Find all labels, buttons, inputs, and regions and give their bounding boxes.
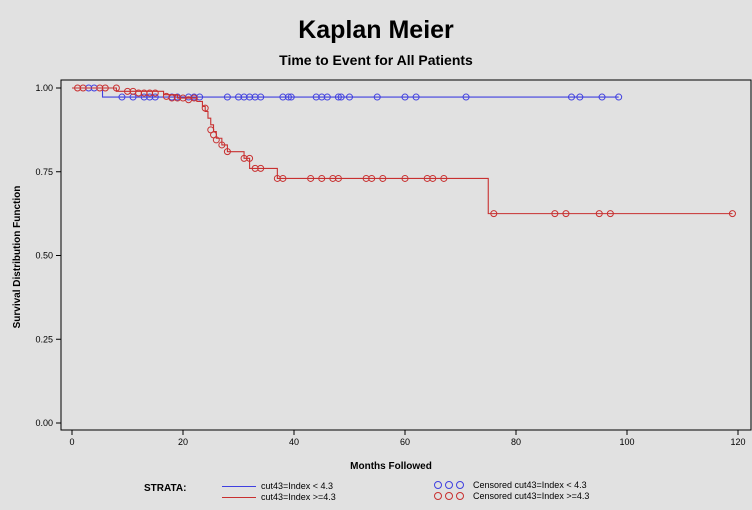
censor-mark-series-2 [606,210,614,218]
censor-mark-series-1 [568,93,575,101]
km-curve-series-2 [72,87,733,215]
censor-mark-series-2 [246,154,254,162]
censor-mark-series-2 [318,174,326,182]
chart-subtitle: Time to Event for All Patients [279,52,473,68]
censor-mark-series-2 [429,174,437,182]
legend-censor-label-2: Censored cut43=Index >=4.3 [473,491,590,501]
censor-mark-series-2 [190,94,198,102]
censor-mark-series-1 [284,93,292,101]
censor-mark-series-2 [151,89,159,97]
censor-mark-series-1 [151,93,159,101]
x-axis-label: Months Followed [350,461,432,472]
y-tick-label: 0.50 [35,251,53,261]
censor-mark-series-2 [490,210,498,218]
legend-item-series-2: cut43=Index >=4.3 [222,492,336,502]
censor-mark-series-1 [287,93,295,101]
x-tick-label: 20 [178,437,188,447]
legend-item-censored-1: Censored cut43=Index < 4.3 [434,480,587,490]
plot-frame [60,79,752,431]
legend-line-series-1 [222,485,256,487]
legend-item-censored-2: Censored cut43=Index >=4.3 [434,491,589,501]
x-tick-label: 120 [730,437,745,447]
legend: STRATA: cut43=Index < 4.3 cut43=Index >=… [0,480,752,506]
censor-mark-series-1 [373,93,381,101]
censor-mark-series-1 [401,93,409,101]
censor-mark-series-2 [101,84,109,92]
censor-mark-series-2 [440,174,448,182]
censor-mark-series-1 [118,93,126,101]
y-tick-label: 0.25 [35,334,53,344]
x-tick-label: 40 [289,437,299,447]
censor-mark-series-1 [412,93,420,101]
censor-mark-series-2 [223,148,231,156]
censor-mark-series-2 [201,104,209,112]
censor-mark-series-2 [279,174,287,182]
y-axis-label: Survival Distribution Function [12,186,23,329]
censor-mark-series-2 [562,210,570,218]
chart-title: Kaplan Meier [298,16,454,44]
censor-mark-series-2 [728,210,736,218]
censor-mark-series-2 [218,141,226,149]
censor-mark-series-1 [334,93,342,101]
legend-censor-label-1: Censored cut43=Index < 4.3 [473,480,587,490]
censor-mark-series-2 [551,210,559,218]
x-tick-label: 60 [400,437,410,447]
censor-mark-series-1 [337,93,345,101]
censor-mark-series-2 [257,164,265,172]
legend-censor-marks-1 [434,481,467,489]
censor-mark-series-1 [223,93,231,101]
censor-mark-series-1 [462,93,470,101]
censor-mark-series-1 [323,93,331,101]
censor-mark-series-2 [334,174,342,182]
censor-mark-series-1 [346,93,353,101]
y-tick-label: 0.00 [35,418,53,428]
censor-mark-series-2 [79,84,87,92]
censor-mark-series-1 [615,93,623,101]
legend-label-series-2: cut43=Index >=4.3 [261,492,336,502]
censor-mark-series-1 [257,93,265,101]
x-tick-label: 100 [619,437,634,447]
censor-mark-series-2 [212,136,220,144]
y-tick-label: 0.75 [35,167,53,177]
censor-mark-series-2 [112,84,120,92]
legend-censor-marks-2 [434,492,467,500]
y-tick-label: 1.00 [35,83,53,93]
censor-mark-series-2 [401,174,409,182]
legend-title: STRATA: [144,483,187,494]
censor-mark-series-1 [576,93,584,101]
censor-mark-series-1 [598,93,606,101]
legend-line-series-2 [222,496,256,498]
censor-mark-series-2 [379,174,387,182]
x-tick-label: 0 [69,437,74,447]
censor-mark-series-2 [368,174,376,182]
legend-item-series-1: cut43=Index < 4.3 [222,481,333,491]
x-tick-label: 80 [511,437,521,447]
censor-mark-series-2 [307,174,315,182]
censor-mark-series-2 [595,210,603,218]
legend-label-series-1: cut43=Index < 4.3 [261,481,334,491]
